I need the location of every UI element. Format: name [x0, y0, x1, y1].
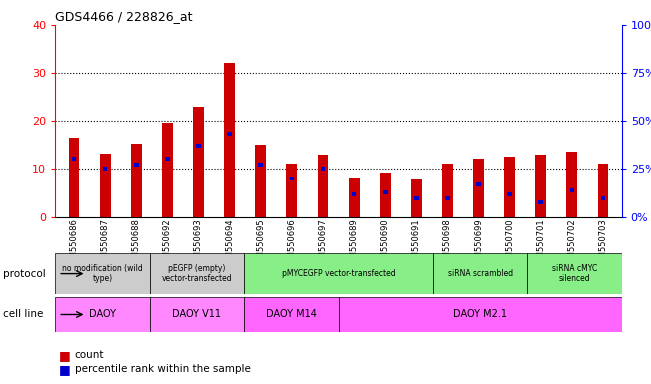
Bar: [538, 200, 543, 204]
Bar: [380, 173, 391, 217]
Bar: [165, 157, 170, 161]
Bar: [150, 297, 244, 332]
Text: ■: ■: [59, 349, 70, 362]
Bar: [55, 297, 150, 332]
Bar: [68, 138, 79, 217]
Text: siRNA scrambled: siRNA scrambled: [447, 269, 513, 278]
Bar: [318, 155, 328, 217]
Bar: [193, 107, 204, 217]
Bar: [72, 157, 76, 161]
Bar: [100, 154, 111, 217]
Text: DAOY M14: DAOY M14: [266, 310, 317, 319]
Text: percentile rank within the sample: percentile rank within the sample: [75, 364, 251, 374]
Text: DAOY V11: DAOY V11: [173, 310, 221, 319]
Text: GDS4466 / 228826_at: GDS4466 / 228826_at: [55, 10, 193, 23]
Bar: [227, 132, 232, 136]
Bar: [258, 163, 263, 167]
Bar: [507, 192, 512, 196]
Bar: [570, 188, 574, 192]
Bar: [103, 167, 107, 171]
Bar: [598, 164, 609, 217]
Text: DAOY M2.1: DAOY M2.1: [453, 310, 507, 319]
Bar: [131, 144, 142, 217]
Text: count: count: [75, 350, 104, 360]
Bar: [349, 178, 359, 217]
Text: ■: ■: [59, 363, 70, 376]
Bar: [505, 157, 515, 217]
Text: pEGFP (empty)
vector-transfected: pEGFP (empty) vector-transfected: [161, 264, 232, 283]
Bar: [55, 253, 150, 294]
Bar: [286, 164, 298, 217]
Bar: [601, 196, 605, 200]
Bar: [535, 155, 546, 217]
Text: cell line: cell line: [3, 310, 44, 319]
Bar: [445, 196, 450, 200]
Bar: [473, 159, 484, 217]
Bar: [433, 253, 527, 294]
Bar: [414, 196, 419, 200]
Bar: [321, 167, 326, 171]
Bar: [566, 152, 577, 217]
Bar: [352, 192, 356, 196]
Text: protocol: protocol: [3, 268, 46, 279]
Text: no modification (wild
type): no modification (wild type): [62, 264, 143, 283]
Bar: [290, 177, 294, 180]
Bar: [383, 190, 387, 194]
Bar: [255, 145, 266, 217]
Bar: [339, 297, 622, 332]
Bar: [442, 164, 453, 217]
Bar: [162, 123, 173, 217]
Bar: [224, 63, 235, 217]
Bar: [244, 253, 433, 294]
Text: pMYCEGFP vector-transfected: pMYCEGFP vector-transfected: [282, 269, 395, 278]
Bar: [527, 253, 622, 294]
Bar: [196, 144, 201, 148]
Bar: [244, 297, 339, 332]
Bar: [150, 253, 244, 294]
Text: siRNA cMYC
silenced: siRNA cMYC silenced: [552, 264, 597, 283]
Bar: [134, 163, 139, 167]
Text: DAOY: DAOY: [89, 310, 116, 319]
Bar: [411, 179, 422, 217]
Bar: [477, 182, 481, 186]
